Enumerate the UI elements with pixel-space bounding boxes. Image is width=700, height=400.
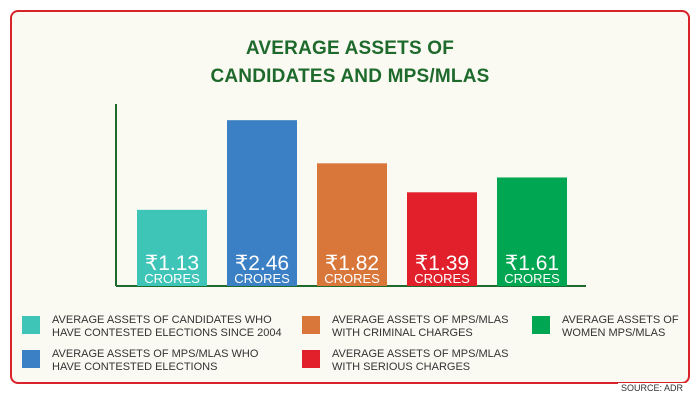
legend-label: AVERAGE ASSETS OF MPS/MLAS WITH CRIMINAL… [332,314,509,339]
bar-value-label: ₹1.39 [415,252,469,275]
legend-label: AVERAGE ASSETS OF WOMEN MPS/MLAS [562,314,679,339]
legend-swatch [302,316,320,334]
legend-label: AVERAGE ASSETS OF CANDIDATES WHO HAVE CO… [52,314,282,339]
bar-value-label: ₹1.13 [145,252,199,275]
bar-value-label: ₹1.61 [505,252,559,275]
source-note: SOURCE: ADR [617,383,686,393]
legend-swatch [22,316,40,334]
bar-3 [317,163,387,286]
legend-item-women: AVERAGE ASSETS OF WOMEN MPS/MLAS [532,314,679,340]
bar-unit-label: CRORES [504,271,560,286]
bar-4 [407,192,477,286]
legend-swatch [302,350,320,368]
legend-swatch [532,316,550,334]
bar-unit-label: CRORES [234,271,290,286]
bar-unit-label: CRORES [324,271,380,286]
chart-title-line-1: AVERAGE ASSETS OF [245,38,455,59]
bar-1 [137,209,207,286]
legend-item-serious: AVERAGE ASSETS OF MPS/MLAS WITH SERIOUS … [302,348,508,374]
legend-label: AVERAGE ASSETS OF MPS/MLAS WHO HAVE CONT… [52,348,259,373]
legend-swatch [22,350,40,368]
chart-title-line-2: CANDIDATES AND MPS/MLAS [210,66,490,87]
bar-unit-label: CRORES [414,271,470,286]
legend-item-candidates: AVERAGE ASSETS OF CANDIDATES WHO HAVE CO… [22,314,282,340]
legend-label: AVERAGE ASSETS OF MPS/MLAS WITH SERIOUS … [332,348,509,373]
bar-2 [227,120,297,286]
legend-item-contested: AVERAGE ASSETS OF MPS/MLAS WHO HAVE CONT… [22,348,258,374]
bar-5 [497,177,567,286]
bar-value-label: ₹1.82 [325,252,379,275]
bar-unit-label: CRORES [144,271,200,286]
legend-item-criminal: AVERAGE ASSETS OF MPS/MLAS WITH CRIMINAL… [302,314,508,340]
bar-value-label: ₹2.46 [235,252,289,275]
